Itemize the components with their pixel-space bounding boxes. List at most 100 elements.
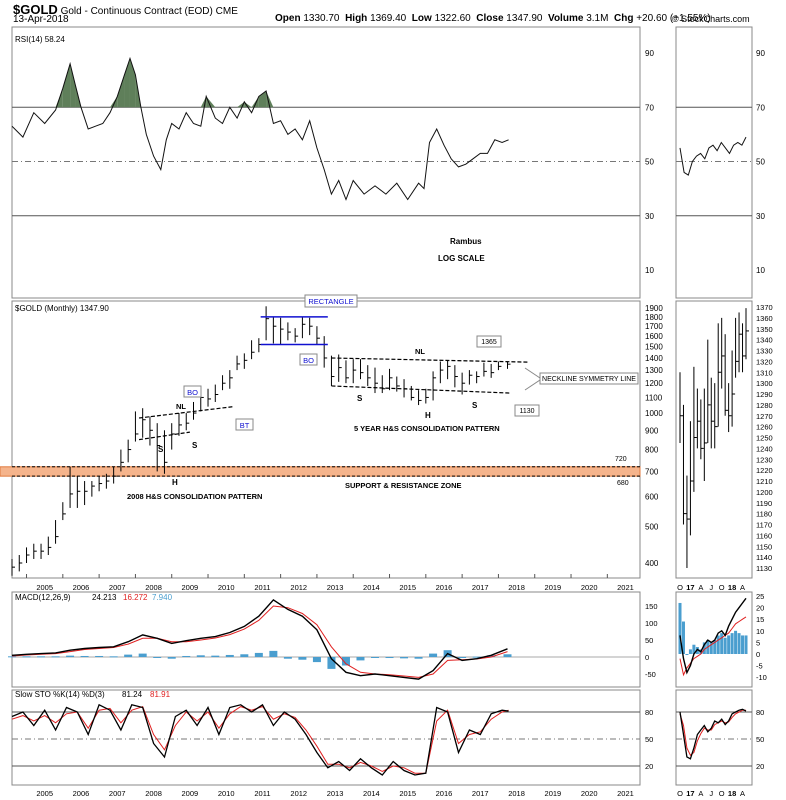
price-inset-y-tick-label: 1210	[756, 477, 773, 486]
price-inset-y-tick-label: 1250	[756, 434, 773, 443]
sto-panel-frame	[11, 689, 641, 786]
bo-label-2009: BO	[187, 388, 198, 397]
rsi-overbought-fill	[110, 96, 118, 108]
macd-histogram-bar	[51, 656, 60, 658]
sto-inset-y-tick-label: 50	[756, 735, 764, 744]
price-y-tick-label: 1900	[645, 304, 663, 313]
price-x-tick-label: 2005	[36, 583, 53, 592]
low-label: Low	[411, 13, 432, 24]
note-rambus: Rambus	[450, 237, 482, 246]
rsi-overbought-fill	[129, 58, 136, 108]
macd-inset-histogram-bar	[713, 640, 717, 654]
price-inset-y-tick-label: 1230	[756, 455, 773, 464]
macd-histogram-bar	[167, 657, 176, 659]
macd-inset-histogram-bar	[720, 633, 724, 654]
macd-y-tick-label: 150	[645, 602, 658, 611]
sto-x-tick-label: 2016	[436, 789, 453, 798]
volume-label: Volume	[548, 13, 584, 24]
p1130-box	[514, 404, 540, 417]
note-log-scale: LOG SCALE	[438, 254, 485, 263]
rsi-y-tick-label: 50	[645, 158, 654, 167]
sto-d-line	[11, 705, 509, 774]
macd-histogram-bar	[400, 657, 409, 659]
price-y-tick-label: 700	[645, 467, 659, 476]
sto-inset-y-tick-label: 80	[756, 708, 764, 717]
macd-inset-y-tick-label: 20	[756, 604, 764, 613]
macd-histogram-bar	[138, 653, 147, 657]
macd-histogram-bar	[153, 657, 162, 658]
macd-histogram-bar	[472, 656, 481, 658]
price-inset-x-tick-label: 18	[728, 583, 736, 592]
price-inset-y-tick-label: 1270	[756, 412, 773, 421]
macd-histogram-bar	[95, 655, 104, 657]
sto-x-tick-label: 2014	[363, 789, 380, 798]
rsi-inset-y-tick-label: 70	[756, 103, 765, 112]
price-inset-y-tick-label: 1160	[756, 531, 772, 540]
price-inset-x-tick-label: O	[677, 583, 683, 592]
macd-line	[11, 598, 508, 680]
rectangle-label: RECTANGLE	[308, 297, 353, 306]
sto-y-tick-label: 50	[645, 735, 653, 744]
price-y-tick-label: 1500	[645, 343, 663, 352]
nl-label-2008: NL	[176, 402, 186, 411]
sto-x-tick-label: 2021	[617, 789, 634, 798]
neckline-pointer	[524, 367, 541, 379]
rsi-overbought-fill	[244, 101, 252, 108]
price-inset-y-tick-label: 1320	[756, 357, 773, 366]
price-y-tick-label: 800	[645, 446, 659, 455]
price-x-tick-label: 2021	[617, 583, 634, 592]
macd-inset-histogram-bar	[727, 635, 731, 654]
rsi-inset-y-tick-label: 30	[756, 212, 765, 221]
price-inset-y-tick-label: 1140	[756, 553, 772, 562]
sto-inset-x-tick-label: A	[740, 789, 745, 798]
credit: © StockCharts.com	[672, 14, 750, 24]
sto-legend-d: 81.91	[150, 690, 171, 699]
macd-inset-y-tick-label: 5	[756, 638, 760, 647]
price-inset-y-tick-label: 1360	[756, 314, 773, 323]
volume-value: 3.1M	[586, 13, 609, 24]
price-inset-frame	[675, 300, 753, 579]
macd-inset-histogram-bar	[709, 642, 713, 654]
macd-y-tick-label: -50	[645, 670, 656, 679]
label-680: 680	[617, 480, 629, 487]
price-x-tick-label: 2007	[109, 583, 126, 592]
sto-inset-x-tick-label: J	[709, 789, 713, 798]
macd-signal-line	[11, 605, 508, 678]
price-y-tick-label: 400	[645, 559, 659, 568]
macd-y-tick-label: 50	[645, 636, 653, 645]
rsi-inset-line	[679, 136, 747, 176]
price-inset-x-tick-label: O	[719, 583, 725, 592]
sto-inset-frame	[675, 689, 753, 786]
rsi-overbought-fill	[117, 74, 125, 108]
price-x-tick-label: 2011	[254, 583, 270, 592]
sto-x-tick-label: 2018	[508, 789, 525, 798]
price-inset-y-tick-label: 1290	[756, 390, 773, 399]
high-value: 1369.40	[370, 13, 407, 24]
sto-inset-x-tick-label: 18	[728, 789, 736, 798]
macd-histogram-bar	[254, 652, 263, 657]
sto-y-tick-label: 80	[645, 708, 653, 717]
price-panel-frame	[11, 300, 641, 579]
price-x-tick-label: 2010	[218, 583, 235, 592]
label-720: 720	[615, 456, 627, 463]
macd-histogram-bar	[269, 650, 278, 657]
quote-bar: Open 1330.70 High 1369.40 Low 1322.60 Cl…	[275, 13, 711, 24]
instrument-name: Gold - Continuous Contract (EOD)	[60, 6, 213, 17]
price-inset-y-tick-label: 1340	[756, 336, 773, 345]
macd-histogram-bar	[182, 655, 191, 657]
macd-inset-histogram-bar	[716, 635, 720, 654]
sto-x-tick-label: 2020	[581, 789, 598, 798]
macd-y-tick-label: 100	[645, 619, 658, 628]
macd-inset-histogram-bar	[737, 633, 741, 654]
macd-inset-histogram-bar	[723, 637, 727, 654]
price-x-tick-label: 2013	[327, 583, 344, 592]
label-1365: 1365	[481, 339, 497, 346]
high-label: High	[345, 13, 368, 24]
rsi-overbought-fill	[70, 63, 76, 108]
price-y-tick-label: 600	[645, 493, 659, 502]
price-inset-y-tick-label: 1190	[756, 499, 772, 508]
price-y-tick-label: 1800	[645, 313, 663, 322]
sto-x-tick-label: 2015	[399, 789, 416, 798]
chart-date: 13-Apr-2018	[13, 14, 69, 25]
